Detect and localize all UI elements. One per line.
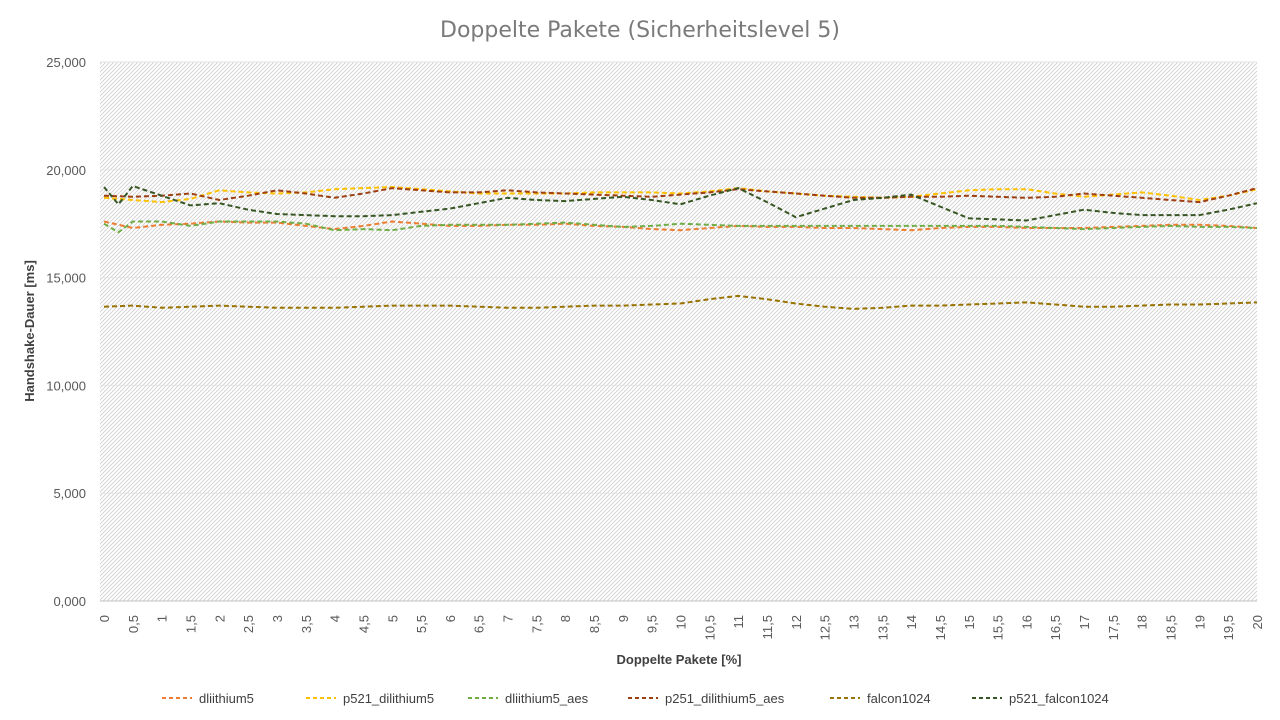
y-tick-label: 10,000 bbox=[46, 378, 86, 393]
x-tick-label: 8,5 bbox=[587, 615, 602, 633]
x-tick-label: 11,5 bbox=[760, 615, 775, 639]
legend-label: p251_dilithium5_aes bbox=[665, 691, 785, 706]
legend-label: dliithium5 bbox=[199, 691, 254, 706]
x-tick-label: 15 bbox=[962, 615, 977, 629]
x-tick-label: 8 bbox=[558, 615, 573, 622]
x-tick-label: 12,5 bbox=[818, 615, 833, 640]
x-tick-label: 19 bbox=[1192, 615, 1207, 629]
x-tick-label: 1,5 bbox=[183, 615, 198, 633]
y-tick-label: 25,000 bbox=[46, 55, 86, 70]
x-tick-label: 5 bbox=[385, 615, 400, 622]
y-tick-label: 0,000 bbox=[53, 594, 86, 609]
x-tick-label: 11 bbox=[731, 615, 746, 629]
legend-item-dliithium5-aes: dliithium5_aes bbox=[468, 691, 589, 706]
x-tick-label: 16,5 bbox=[1048, 615, 1063, 640]
x-tick-label: 6 bbox=[443, 615, 458, 622]
x-tick-label: 4,5 bbox=[356, 615, 371, 633]
chart-title: Doppelte Pakete (Sicherheitslevel 5) bbox=[440, 18, 840, 43]
x-tick-label: 5,5 bbox=[414, 615, 429, 633]
x-tick-label: 0 bbox=[97, 615, 112, 622]
x-tick-label: 15,5 bbox=[991, 615, 1006, 640]
x-tick-label: 18 bbox=[1135, 615, 1150, 629]
x-tick-label: 7 bbox=[501, 615, 516, 622]
x-tick-label: 10 bbox=[674, 615, 689, 629]
legend: dliithium5 p521_dilithium5 dliithium5_aes p… bbox=[162, 691, 1109, 706]
legend-label: p521_dilithium5 bbox=[343, 691, 434, 706]
y-tick-label: 5,000 bbox=[53, 486, 86, 501]
legend-label: dliithium5_aes bbox=[505, 691, 589, 706]
series-lines bbox=[103, 185, 1258, 310]
gridlines bbox=[100, 61, 1257, 494]
legend-label: p521_falcon1024 bbox=[1009, 691, 1109, 706]
x-tick-label: 2 bbox=[212, 615, 227, 622]
x-tick-label: 20 bbox=[1250, 615, 1265, 629]
x-tick-label: 13,5 bbox=[875, 615, 890, 640]
x-tick-label: 6,5 bbox=[472, 615, 487, 633]
x-tick-label: 18,5 bbox=[1164, 615, 1179, 640]
x-tick-label: 3 bbox=[270, 615, 285, 622]
x-tick-label: 17,5 bbox=[1106, 615, 1121, 640]
y-axis-title: Handshake-Dauer [ms] bbox=[22, 260, 37, 402]
legend-item-p521-falcon1024: p521_falcon1024 bbox=[972, 691, 1109, 706]
y-tick-label: 15,000 bbox=[46, 271, 86, 286]
x-tick-label: 10,5 bbox=[702, 615, 717, 640]
x-axis-ticks: 0 0,5 1 1,5 2 2,5 3 3,5 4 4,5 5 5,5 6 6,5 7 7,5 8 8,5 9 9,5… bbox=[97, 615, 1265, 640]
plot-area bbox=[100, 62, 1257, 601]
legend-item-p251-dilithium5-aes: p251_dilithium5_aes bbox=[628, 691, 785, 706]
x-tick-label: 9,5 bbox=[645, 615, 660, 633]
series-line-p251-dilithium5-aes bbox=[103, 187, 1258, 204]
legend-item-dliithium5: dliithium5 bbox=[162, 691, 254, 706]
x-tick-label: 12 bbox=[789, 615, 804, 629]
x-axis-title: Doppelte Pakete [%] bbox=[617, 652, 742, 667]
x-tick-label: 14,5 bbox=[933, 615, 948, 640]
x-tick-label: 3,5 bbox=[299, 615, 314, 633]
y-axis-ticks: 0,000 5,000 10,000 15,000 20,000 25,000 bbox=[46, 55, 86, 609]
x-tick-label: 4 bbox=[328, 615, 343, 622]
x-tick-label: 2,5 bbox=[241, 615, 256, 633]
x-tick-label: 1 bbox=[155, 615, 170, 622]
x-tick-label: 0,5 bbox=[126, 615, 141, 633]
legend-item-falcon1024: falcon1024 bbox=[830, 691, 931, 706]
legend-item-p521-dilithium5: p521_dilithium5 bbox=[306, 691, 434, 706]
x-tick-label: 19,5 bbox=[1221, 615, 1236, 640]
series-line-dliithium5-aes bbox=[103, 220, 1258, 234]
series-line-p521-falcon1024 bbox=[103, 185, 1258, 222]
x-tick-label: 16 bbox=[1019, 615, 1034, 629]
x-tick-label: 9 bbox=[616, 615, 631, 622]
legend-label: falcon1024 bbox=[867, 691, 931, 706]
series-line-falcon1024 bbox=[103, 294, 1258, 310]
x-tick-label: 7,5 bbox=[529, 615, 544, 633]
x-tick-label: 13 bbox=[846, 615, 861, 629]
y-tick-label: 20,000 bbox=[46, 163, 86, 178]
x-tick-label: 14 bbox=[904, 615, 919, 629]
x-tick-label: 17 bbox=[1077, 615, 1092, 629]
